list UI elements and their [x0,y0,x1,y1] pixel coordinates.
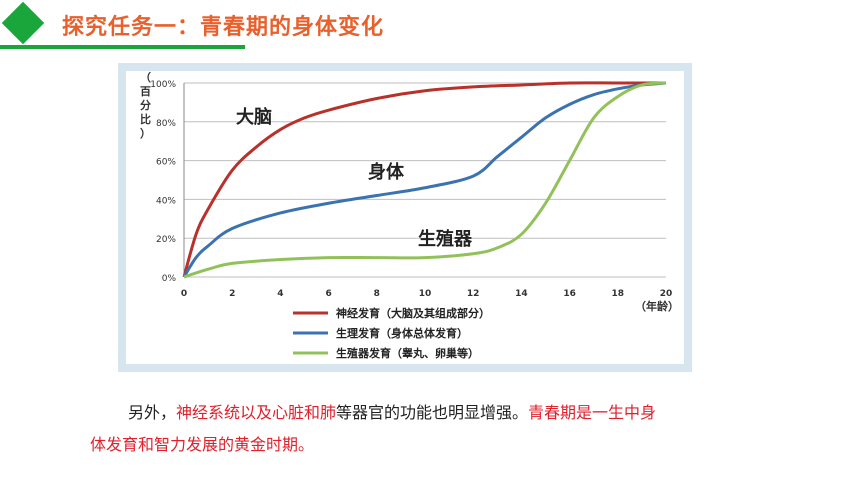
x-axis-label: （年龄） [635,299,679,313]
title-underline [0,45,245,49]
series-label: 大脑 [236,106,272,128]
para-text-c: 等器官的功能也明显增强。 [336,403,529,422]
chart-svg: 0% 20% 40% 60% 80% 100% 0 2 4 6 8 10 12 14 16 18 20 大脑身体… [126,71,684,364]
x-tick-label: 0 [181,289,187,299]
y-tick-label: 40% [156,196,176,206]
x-tick-label: 18 [612,289,625,299]
para-text-a: 另外， [128,403,177,422]
y-axis-label: （百分比） [140,71,151,140]
series-label: 生殖器 [418,228,473,250]
y-tick-label: 20% [156,235,176,245]
growth-chart: 0% 20% 40% 60% 80% 100% 0 2 4 6 8 10 12 14 16 18 20 大脑身体… [118,63,692,372]
x-tick-label: 12 [467,289,480,299]
para-highlight-a: 神经系统以及心脏和肺 [176,403,337,422]
x-tick-label: 14 [515,289,528,299]
paragraph-line-1: 另外，神经系统以及心脏和肺等器官的功能也明显增强。青春期是一生中身 [90,398,656,428]
series-label: 身体 [368,161,405,183]
x-tick-label: 20 [660,289,673,299]
plot-background [126,71,684,364]
x-tick-label: 8 [374,289,380,299]
legend-entry: 生殖器发育（睾丸、卵巢等） [336,346,479,360]
x-tick-label: 16 [563,289,576,299]
y-tick-label: 0% [162,274,177,284]
x-tick-label: 4 [277,289,283,299]
x-tick-label: 2 [229,289,235,299]
x-tick-label: 6 [325,289,331,299]
y-tick-label: 80% [156,119,176,129]
page-title: 探究任务一：青春期的身体变化 [62,15,385,40]
paragraph-line-2: 体发育和智力发展的黄金时期。 [90,435,315,454]
legend-entry: 生理发育（身体总体发育） [336,326,468,340]
y-tick-label: 100% [150,80,176,90]
legend-entry: 神经发育（大脑及其组成部分） [336,306,490,320]
para-highlight-b: 青春期是一生中身 [528,403,657,422]
series-line [183,81,667,279]
x-tick-label: 10 [419,289,432,299]
y-tick-label: 60% [156,158,176,168]
diamond-icon [1,1,45,45]
